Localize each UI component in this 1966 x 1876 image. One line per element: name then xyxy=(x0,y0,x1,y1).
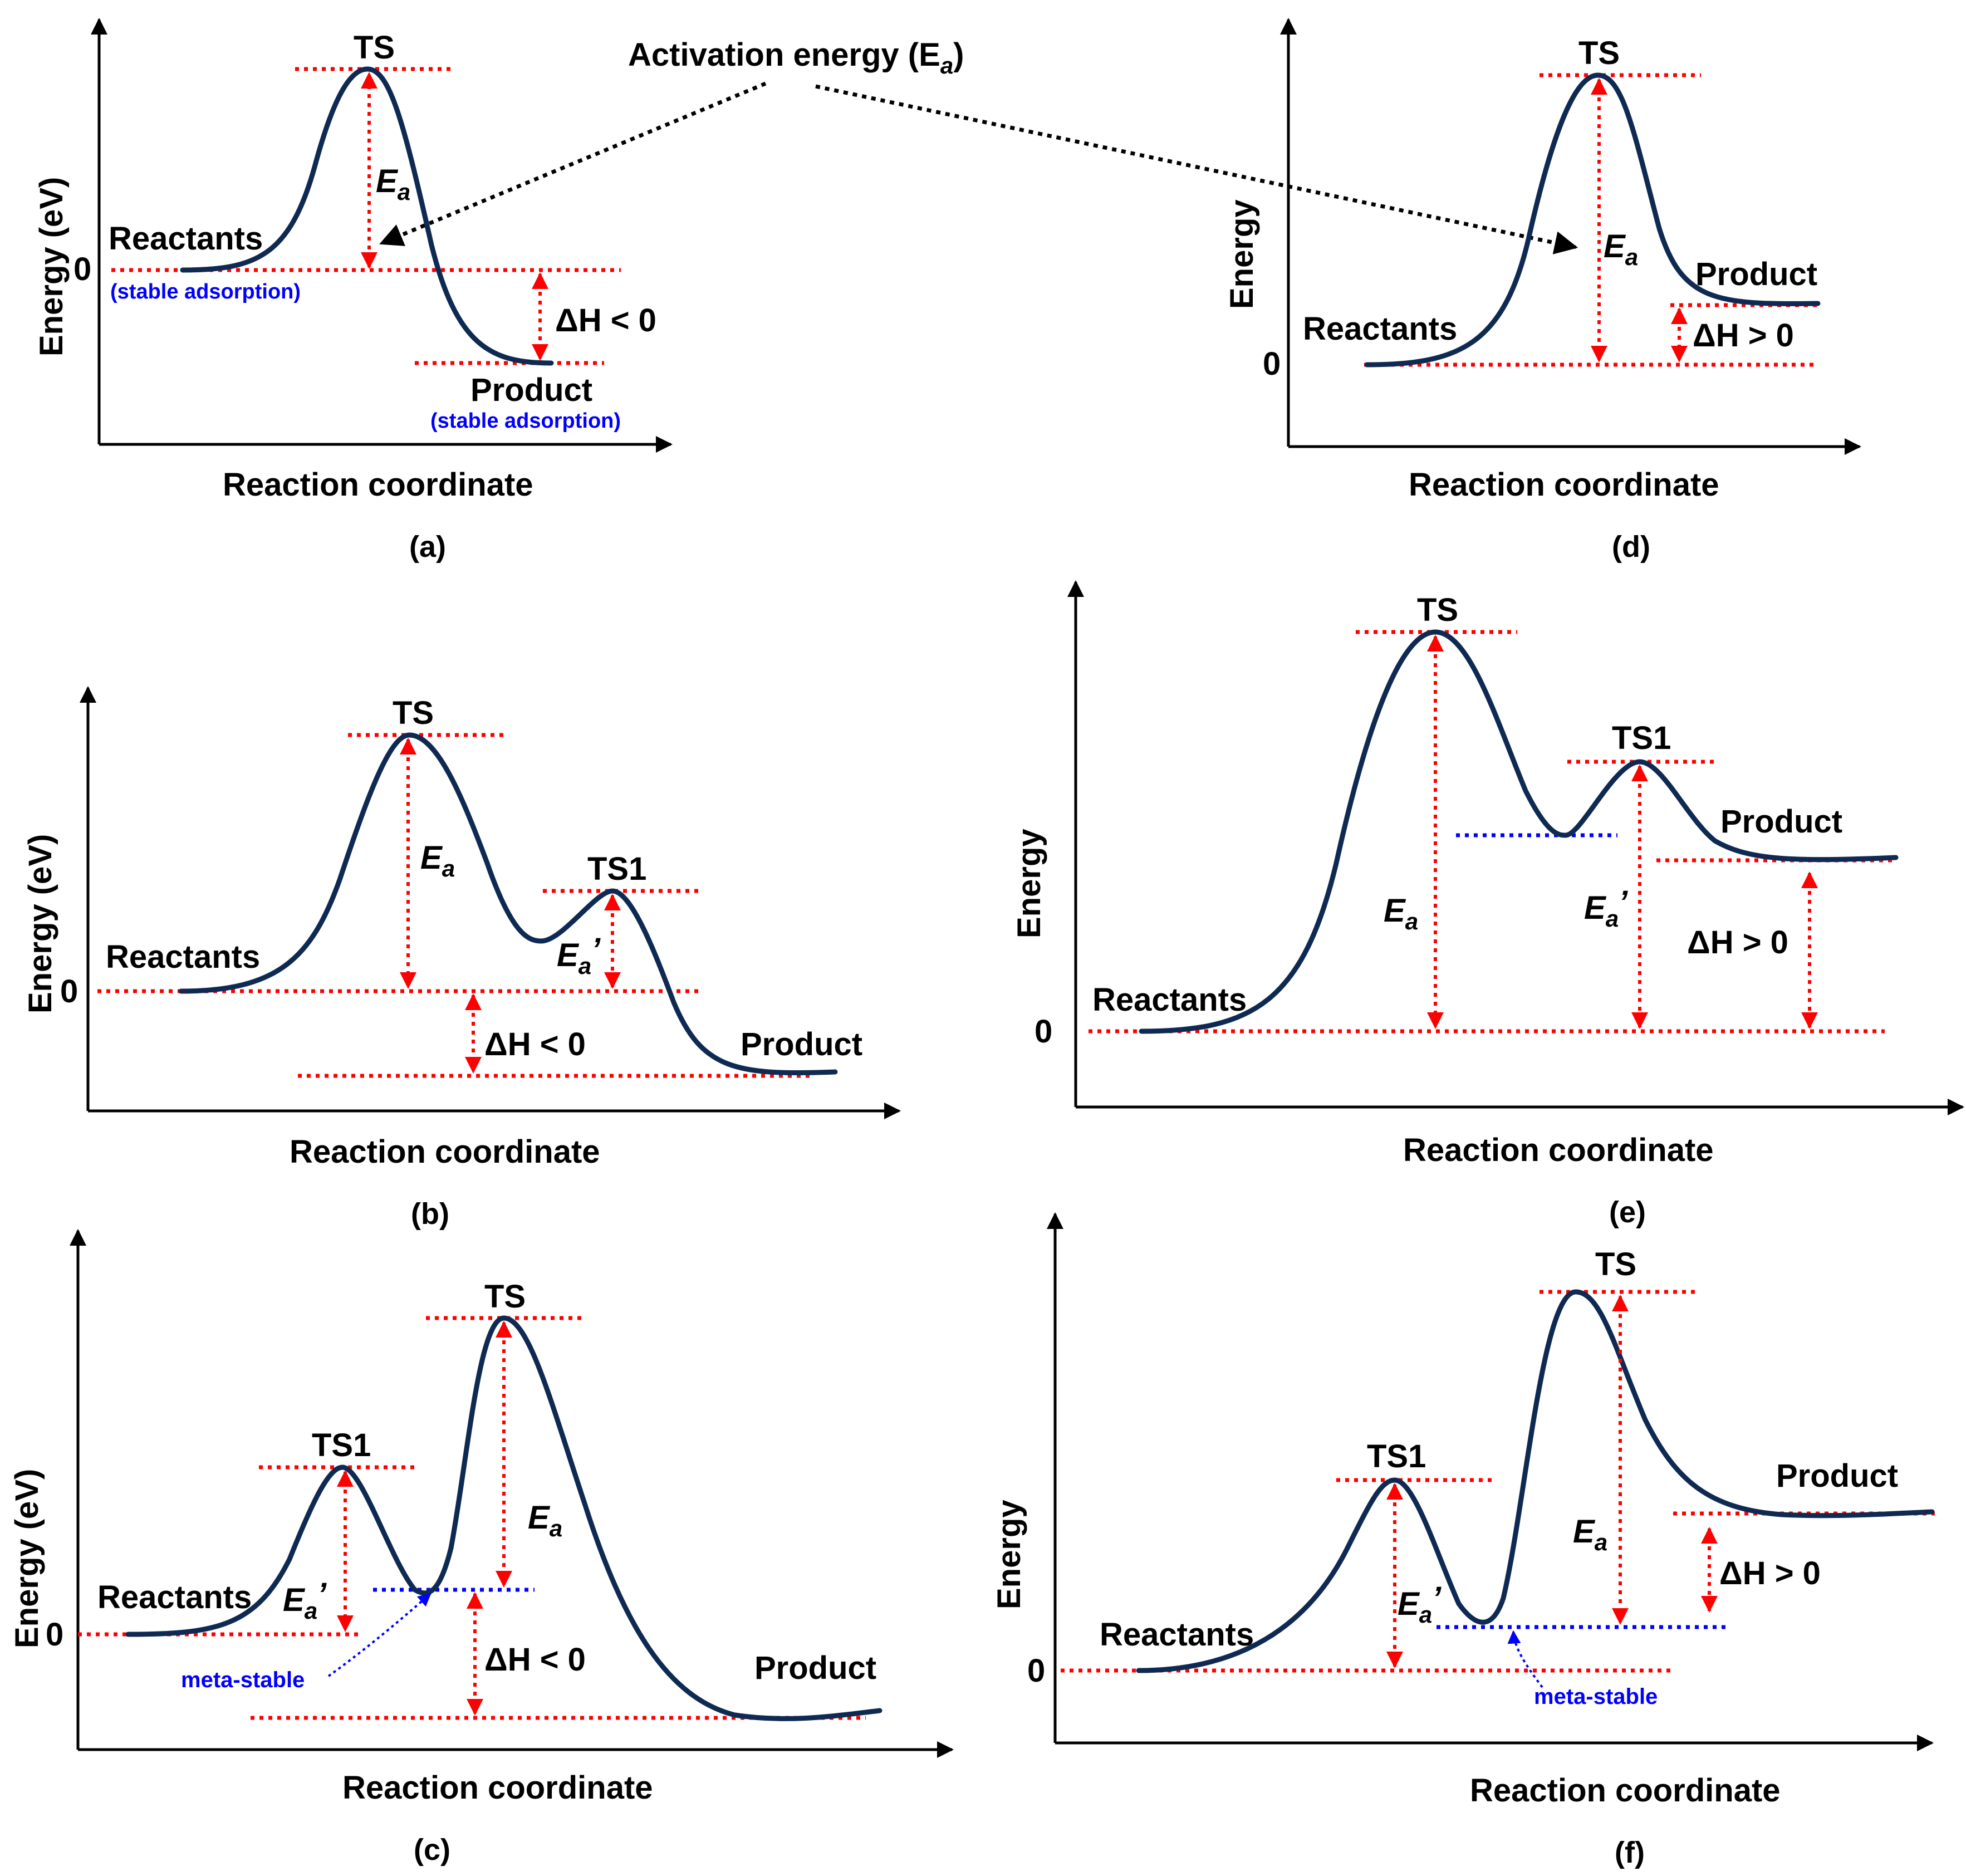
reactants-label-f: Reactants xyxy=(1100,1617,1254,1653)
product-label-b: Product xyxy=(741,1026,862,1062)
product-label-d: Product xyxy=(1695,256,1817,292)
ea-label-c: Ea xyxy=(528,1500,562,1541)
ea-label-e: Ea xyxy=(1384,893,1418,934)
y-axis-label-a: Energy (eV) xyxy=(33,177,70,356)
panel-b: TS TS1 Ea Ea’ Reactants ΔH < 0 Product 0… xyxy=(22,686,901,1231)
y-axis-label-f: Energy xyxy=(991,1500,1027,1609)
reactants-label-d: Reactants xyxy=(1303,311,1457,347)
x-axis-label-c: Reaction coordinate xyxy=(342,1770,653,1806)
ts-label-c: TS xyxy=(484,1279,526,1315)
ea-prime-label-c: Ea’ xyxy=(283,1576,327,1624)
ts-label-a: TS xyxy=(354,30,395,66)
x-axis-label-f: Reaction coordinate xyxy=(1470,1772,1781,1809)
x-axis-label-d: Reaction coordinate xyxy=(1409,467,1719,503)
y-axis-label-c: Energy (eV) xyxy=(9,1469,45,1648)
x-axis-label-e: Reaction coordinate xyxy=(1403,1132,1714,1168)
reactants-label-a: Reactants xyxy=(109,221,263,257)
energy-curve-b xyxy=(178,732,838,1076)
ea-label-f: Ea xyxy=(1573,1513,1607,1555)
ea-label-d: Ea xyxy=(1604,228,1638,270)
ts1-label-e: TS1 xyxy=(1612,720,1671,756)
ts-label-e: TS xyxy=(1417,592,1458,628)
product-label-a: Product xyxy=(470,372,592,408)
x-axis-label-b: Reaction coordinate xyxy=(290,1134,600,1170)
energy-curve-f xyxy=(1136,1289,1935,1673)
caption-c: (c) xyxy=(414,1833,450,1867)
zero-label-b: 0 xyxy=(60,973,78,1010)
ea-label-a: Ea xyxy=(376,163,410,205)
zero-label-a: 0 xyxy=(73,251,91,287)
caption-d: (d) xyxy=(1612,530,1650,564)
zero-label-f: 0 xyxy=(1027,1653,1045,1689)
panel-d: TS Ea Product ΔH > 0 Reactants 0 Energy … xyxy=(1224,18,1861,564)
ts-label-d: TS xyxy=(1578,35,1620,71)
ts1-label-f: TS1 xyxy=(1367,1438,1426,1475)
ea-prime-label-e: Ea’ xyxy=(1584,884,1628,932)
ea-prime-label-f: Ea’ xyxy=(1398,1580,1442,1628)
dh-label-a: ΔH < 0 xyxy=(555,302,656,339)
meta-stable-pointer-c xyxy=(327,1593,432,1677)
panel-e: TS TS1 Product Ea Ea’ ΔH > 0 Reactants 0… xyxy=(1011,580,1964,1229)
reactants-note-a: (stable adsorption) xyxy=(110,280,301,303)
zero-label-e: 0 xyxy=(1035,1013,1052,1050)
energy-curve-e xyxy=(1139,629,1899,1034)
y-axis-label-d: Energy xyxy=(1224,199,1260,309)
y-axis-label-b: Energy (eV) xyxy=(22,834,58,1013)
ts1-label-c: TS1 xyxy=(312,1427,371,1463)
ts-label-f: TS xyxy=(1595,1246,1636,1282)
dh-label-d: ΔH > 0 xyxy=(1693,317,1794,354)
product-note-a: (stable adsorption) xyxy=(430,409,621,433)
ea-label-b: Ea xyxy=(420,840,455,881)
energy-curve-d xyxy=(1364,72,1821,368)
ea-prime-label-b: Ea’ xyxy=(557,932,601,979)
dh-label-b: ΔH < 0 xyxy=(484,1026,586,1062)
reactants-label-c: Reactants xyxy=(97,1579,252,1615)
energy-curve-a xyxy=(180,66,554,366)
y-axis-label-e: Energy xyxy=(1011,829,1047,938)
meta-stable-label-f: meta-stable xyxy=(1534,1684,1658,1709)
product-label-f: Product xyxy=(1776,1458,1898,1494)
ts-label-b: TS xyxy=(393,695,434,731)
ts1-label-b: TS1 xyxy=(587,851,646,887)
panel-f: TS TS1 Product Ea ΔH > 0 Ea’ Reactants m… xyxy=(991,1212,1935,1869)
meta-stable-pointer-f xyxy=(1507,1630,1543,1688)
reactants-label-e: Reactants xyxy=(1092,982,1247,1018)
reactants-label-b: Reactants xyxy=(106,939,260,975)
meta-stable-label-c: meta-stable xyxy=(181,1668,305,1692)
energy-curve-c xyxy=(125,1315,883,1721)
caption-f: (f) xyxy=(1615,1836,1645,1869)
dh-label-e: ΔH > 0 xyxy=(1687,924,1788,961)
dh-label-c: ΔH < 0 xyxy=(484,1642,586,1678)
annotation-arrow-a xyxy=(379,81,767,246)
panel-a: TS Ea Reactants (stable adsorption) ΔH <… xyxy=(33,18,673,564)
activation-energy-annotation: Activation energy (Ea) xyxy=(628,37,964,79)
caption-a: (a) xyxy=(409,530,446,564)
dh-label-f: ΔH > 0 xyxy=(1719,1555,1821,1591)
caption-e: (e) xyxy=(1609,1196,1646,1229)
zero-label-d: 0 xyxy=(1263,346,1281,382)
x-axis-label-a: Reaction coordinate xyxy=(223,467,533,503)
zero-label-c: 0 xyxy=(46,1617,63,1653)
product-label-c: Product xyxy=(754,1650,876,1686)
caption-b: (b) xyxy=(411,1197,449,1231)
product-label-e: Product xyxy=(1720,804,1842,840)
annotation-arrow-d xyxy=(815,84,1578,254)
panel-c: TS TS1 Ea Ea’ Reactants meta-stable ΔH <… xyxy=(9,1229,954,1867)
